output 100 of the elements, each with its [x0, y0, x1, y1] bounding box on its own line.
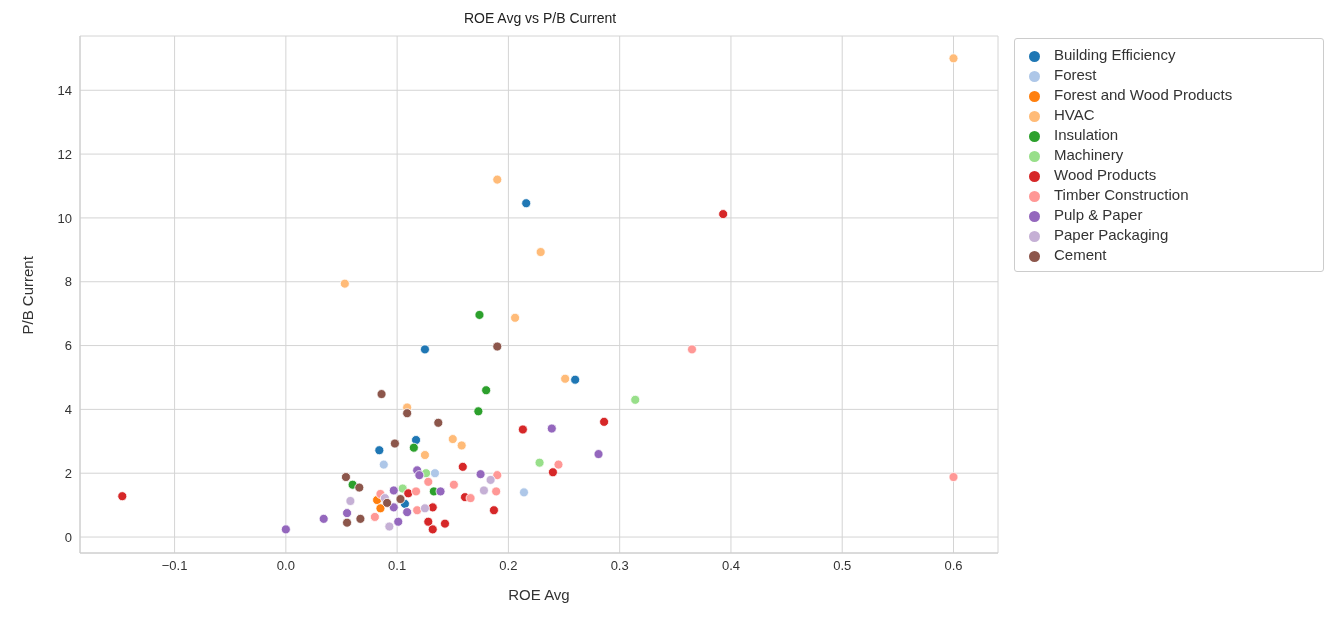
point [395, 494, 406, 504]
y-tick-label: 10 [57, 210, 72, 226]
point [342, 517, 352, 528]
point [423, 516, 434, 527]
chart-title: ROE Avg vs P/B Current [462, 10, 618, 26]
point [548, 467, 558, 478]
point [420, 503, 430, 514]
point [440, 518, 450, 529]
point [411, 486, 421, 497]
point [369, 512, 380, 522]
point [475, 469, 486, 480]
point [435, 486, 446, 497]
point [534, 457, 545, 468]
point [341, 472, 351, 482]
point [345, 496, 356, 506]
point [448, 479, 459, 490]
point [599, 416, 610, 427]
point [546, 423, 557, 434]
y-tick-label: 8 [64, 274, 72, 290]
legend-label: Forest [1054, 66, 1097, 83]
point [553, 459, 564, 470]
point [510, 312, 520, 323]
x-tick-label: 0.4 [721, 558, 740, 574]
y-tick-label: 6 [64, 338, 72, 354]
x-tick-label: 0.5 [833, 558, 852, 574]
point [492, 174, 503, 185]
point [491, 486, 502, 497]
point [447, 434, 458, 444]
point [630, 394, 641, 405]
y-tick-label: 0 [64, 529, 72, 545]
y-tick-label: 14 [57, 82, 72, 98]
x-tick-label: −0.1 [161, 558, 188, 574]
y-tick-label: 2 [64, 465, 72, 481]
point [354, 482, 365, 493]
y-tick-label: 4 [64, 402, 72, 417]
point [393, 516, 404, 527]
point [423, 476, 434, 487]
legend-label: Cement [1054, 246, 1107, 263]
point [117, 491, 128, 502]
x-axis-title: ROE Avg [508, 586, 570, 603]
point [456, 440, 467, 451]
point [492, 341, 503, 352]
point [382, 497, 393, 508]
legend-label: Insulation [1054, 126, 1119, 143]
point [593, 449, 604, 459]
point [457, 461, 468, 472]
point [474, 310, 485, 320]
point [388, 502, 399, 513]
point [342, 508, 352, 519]
point [408, 442, 419, 453]
point [375, 503, 386, 514]
point [430, 468, 440, 479]
point [280, 524, 291, 535]
point [374, 445, 385, 456]
y-tick-label: 12 [57, 146, 72, 162]
point [718, 209, 729, 219]
legend-label: HVAC [1054, 106, 1095, 123]
x-tick-label: 0.3 [610, 558, 629, 574]
point [420, 450, 430, 460]
point [481, 385, 492, 396]
point [687, 344, 697, 355]
point [339, 278, 350, 289]
x-tick-label: 0.0 [276, 558, 295, 574]
point [535, 247, 546, 257]
point [519, 487, 529, 498]
y-axis-title: P/B Current [19, 255, 37, 335]
point [465, 493, 476, 504]
point [560, 373, 571, 384]
legend-label: Pulp & Paper [1054, 206, 1143, 223]
point [355, 513, 366, 524]
legend-label: Paper Packaging [1054, 226, 1169, 243]
point [318, 513, 329, 524]
point [948, 53, 959, 64]
point [420, 344, 430, 355]
point [433, 417, 444, 428]
point [378, 459, 389, 470]
point [948, 472, 959, 482]
point [489, 505, 499, 516]
point [389, 438, 400, 449]
point [485, 475, 496, 485]
point [388, 485, 399, 496]
point [402, 507, 413, 518]
point [414, 470, 425, 481]
legend-label: Timber Construction [1054, 186, 1189, 203]
point [473, 406, 484, 417]
point [570, 374, 581, 385]
legend-label: Building Efficiency [1054, 46, 1176, 63]
point [402, 408, 413, 419]
x-tick-label: 0.6 [944, 558, 963, 574]
x-tick-label: 0.1 [388, 558, 407, 574]
point [517, 424, 528, 435]
x-tick-label: 0.2 [499, 558, 518, 574]
point [521, 198, 532, 209]
point [427, 524, 438, 535]
point [376, 389, 387, 399]
legend-label: Wood Products [1054, 166, 1157, 183]
legend-label: Forest and Wood Products [1054, 86, 1233, 103]
point [492, 470, 503, 481]
legend-label: Machinery [1054, 146, 1124, 163]
point [384, 521, 395, 532]
